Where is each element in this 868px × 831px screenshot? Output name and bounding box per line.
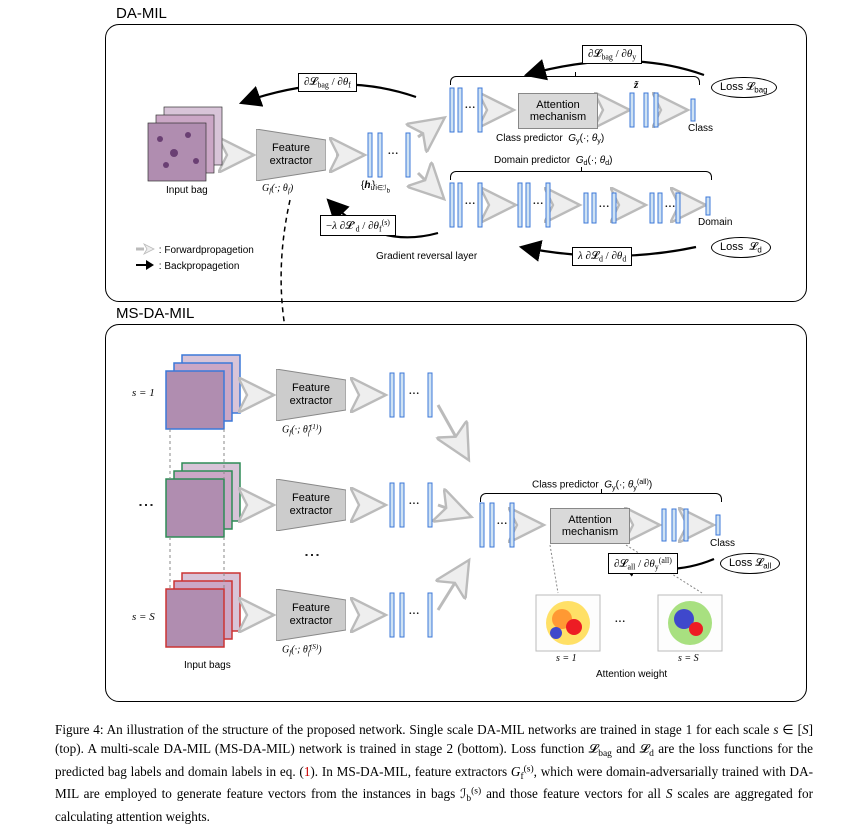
msdamil-svg [106, 325, 806, 701]
grad-lall: ∂𝓛all / ∂θy(all) [608, 553, 678, 574]
msdamil-panel: Feature extractor Gf(·; θ̂f(1)) Feature … [105, 324, 807, 702]
attention-weight-thumbs [536, 595, 722, 651]
attention-weight-label: Attention weight [596, 669, 667, 680]
input-bags-sS [166, 573, 240, 647]
input-bags-label: Input bags [184, 660, 231, 671]
class-brace-ms [480, 493, 722, 502]
vdots-feat: ⋮ [302, 547, 321, 562]
class-predictor-label-ms: Class predictor Gy(·; θy(all)) [532, 477, 652, 492]
caption-number: Figure 4: [55, 722, 104, 737]
class-label-ms: Class [710, 538, 735, 549]
Gf1: Gf(·; θ̂f(1)) [282, 423, 322, 437]
figure-wrap: DA-MIL MS-DA-MIL [0, 0, 868, 831]
GfS: Gf(·; θ̂f(S)) [282, 643, 322, 657]
feat-s1: Feature extractor [276, 369, 346, 421]
vdots-left: ⋮ [136, 497, 155, 512]
figure-caption: Figure 4: An illustration of the structu… [55, 720, 813, 826]
attention-box-ms: Attention mechanism [550, 508, 630, 544]
input-bags-mid [166, 463, 240, 537]
s1-label: s = 1 [132, 387, 155, 399]
sS-label: s = S [132, 611, 155, 623]
input-bags-s1 [166, 355, 240, 429]
feature-extractor-label: Feature extractor [270, 142, 313, 168]
feat-mid: Feature extractor [276, 479, 346, 531]
feat-sS: Feature extractor [276, 589, 346, 641]
